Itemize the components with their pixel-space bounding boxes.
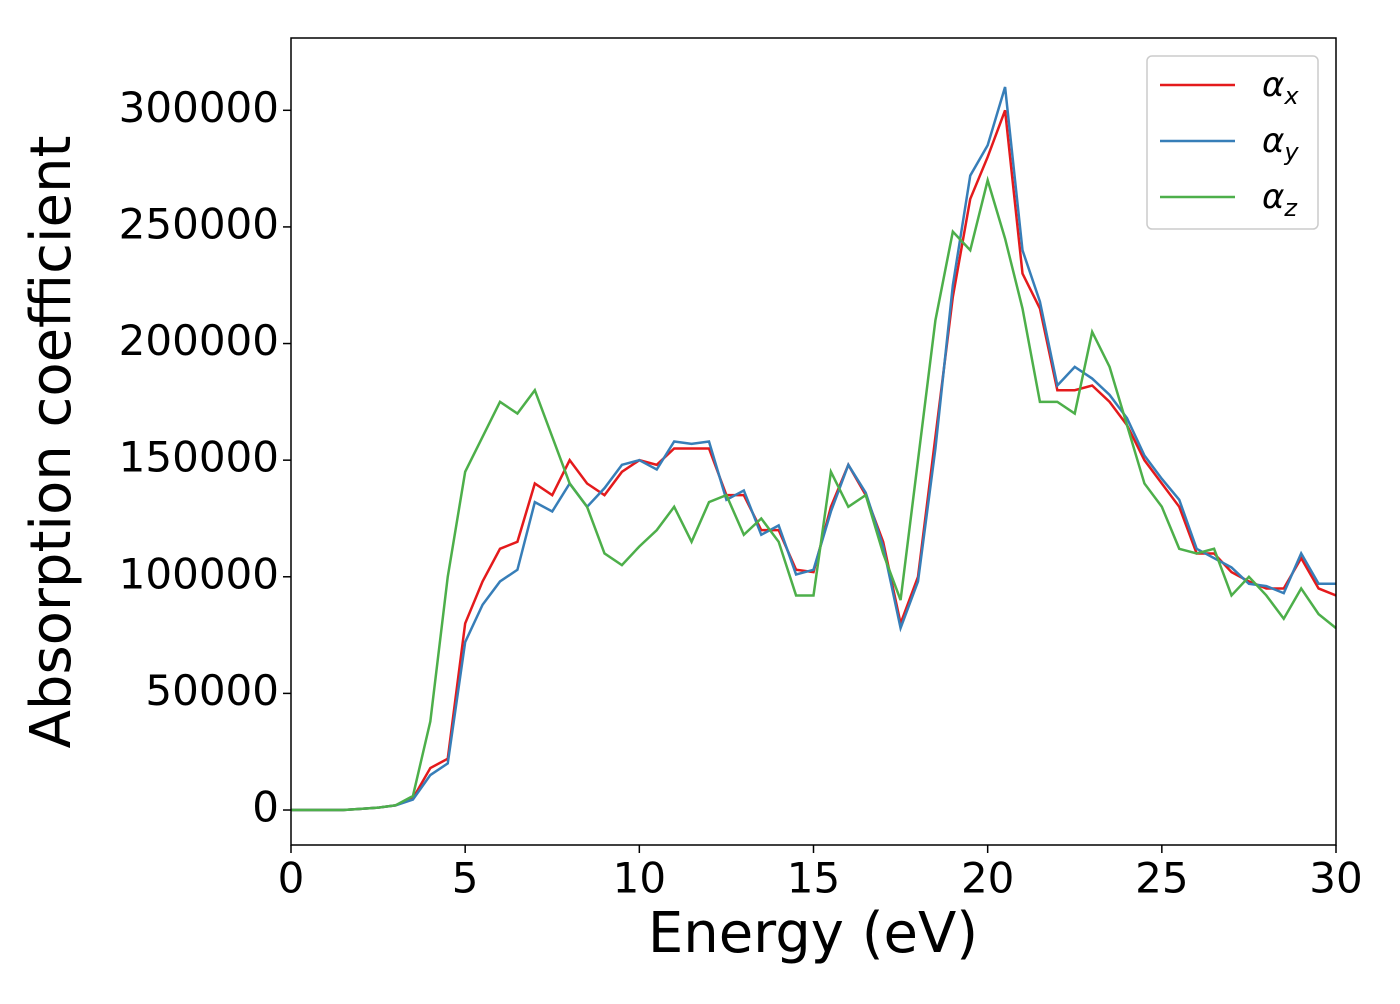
y-tick-label: 100000 <box>119 549 279 598</box>
x-tick-label: 20 <box>961 854 1014 903</box>
x-tick-label: 15 <box>787 854 840 903</box>
plot-frame <box>290 37 1337 846</box>
data-line <box>291 175 1336 812</box>
x-tick-label: 10 <box>613 854 666 903</box>
x-axis-label: Energy (eV) <box>648 901 978 966</box>
legend-subscript: x <box>1283 82 1299 110</box>
y-tick-label: 300000 <box>119 83 279 132</box>
legend-symbol: α <box>1262 177 1284 217</box>
legend-symbol: α <box>1262 65 1284 105</box>
legend-label: αz <box>1262 177 1298 222</box>
legend-symbol: α <box>1262 121 1284 161</box>
x-tick-label: 25 <box>1135 854 1188 903</box>
x-tick-label: 5 <box>452 854 479 903</box>
y-tick-label: 250000 <box>119 199 279 248</box>
x-tick-label: 0 <box>278 854 305 903</box>
data-line <box>291 109 1336 812</box>
data-line <box>291 86 1336 812</box>
x-tick-label: 30 <box>1309 854 1362 903</box>
y-tick-label: 200000 <box>119 316 279 365</box>
legend-label: αy <box>1262 121 1299 166</box>
y-tick-label: 150000 <box>119 433 279 482</box>
legend-subscript: z <box>1283 194 1298 222</box>
legend-box <box>1146 55 1319 230</box>
y-tick-label: 0 <box>252 783 279 832</box>
legend-subscript: y <box>1283 138 1299 166</box>
legend-label: αx <box>1262 65 1299 110</box>
y-tick-label: 50000 <box>145 666 279 715</box>
y-axis-label: Absorption coefficient <box>19 136 84 749</box>
